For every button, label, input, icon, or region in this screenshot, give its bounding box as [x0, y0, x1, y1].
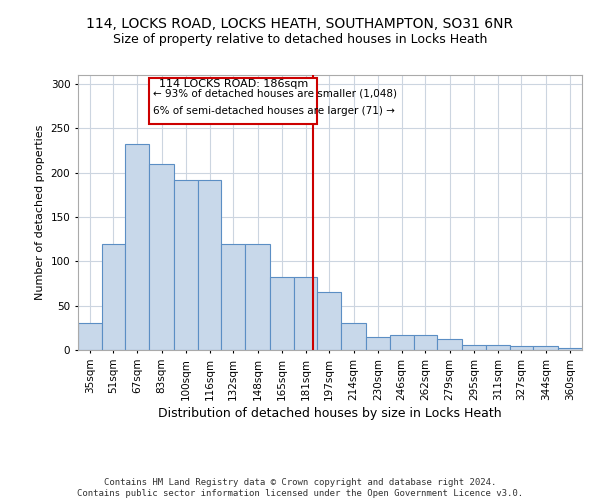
- Bar: [270, 278, 294, 350]
- Bar: [509, 346, 533, 350]
- Y-axis label: Number of detached properties: Number of detached properties: [35, 125, 45, 300]
- Bar: [462, 344, 486, 350]
- Bar: [221, 244, 245, 350]
- Text: 114 LOCKS ROAD: 186sqm: 114 LOCKS ROAD: 186sqm: [158, 80, 308, 90]
- Bar: [245, 244, 270, 350]
- Bar: [533, 346, 559, 350]
- Bar: [317, 292, 341, 350]
- Bar: [437, 340, 462, 350]
- Bar: [366, 336, 390, 350]
- Bar: [413, 335, 437, 350]
- Text: Size of property relative to detached houses in Locks Heath: Size of property relative to detached ho…: [113, 32, 487, 46]
- Bar: [149, 164, 174, 350]
- X-axis label: Distribution of detached houses by size in Locks Heath: Distribution of detached houses by size …: [158, 406, 502, 420]
- Bar: [198, 180, 221, 350]
- Bar: [559, 348, 582, 350]
- Bar: [294, 278, 317, 350]
- Bar: [149, 78, 317, 124]
- Bar: [341, 324, 366, 350]
- Bar: [486, 344, 509, 350]
- Bar: [174, 180, 198, 350]
- Bar: [101, 244, 125, 350]
- Bar: [125, 144, 149, 350]
- Text: 6% of semi-detached houses are larger (71) →: 6% of semi-detached houses are larger (7…: [154, 106, 395, 117]
- Text: 114, LOCKS ROAD, LOCKS HEATH, SOUTHAMPTON, SO31 6NR: 114, LOCKS ROAD, LOCKS HEATH, SOUTHAMPTO…: [86, 18, 514, 32]
- Text: ← 93% of detached houses are smaller (1,048): ← 93% of detached houses are smaller (1,…: [154, 89, 397, 99]
- Text: Contains HM Land Registry data © Crown copyright and database right 2024.
Contai: Contains HM Land Registry data © Crown c…: [77, 478, 523, 498]
- Bar: [78, 324, 101, 350]
- Bar: [390, 335, 413, 350]
